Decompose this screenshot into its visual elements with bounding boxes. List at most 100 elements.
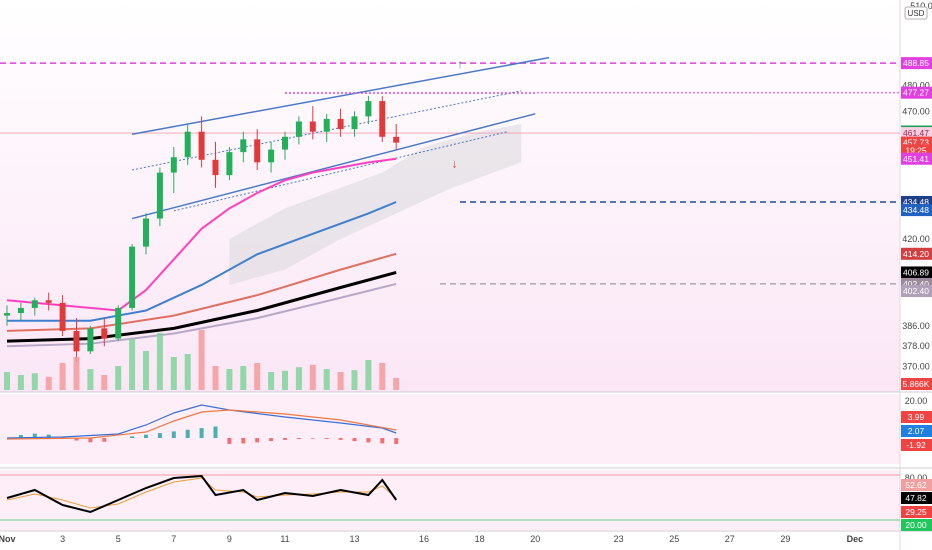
time-tick-label: 25 <box>669 534 679 544</box>
volume-bar <box>337 372 344 390</box>
candle-body <box>59 302 66 331</box>
candle-body <box>268 149 275 163</box>
candle-body <box>337 118 344 130</box>
currency-box <box>904 6 928 20</box>
volume-bar <box>309 364 316 390</box>
time-tick-label: 5 <box>116 534 121 544</box>
stoch-axis-label <box>901 479 932 491</box>
macd-histogram-bar <box>296 438 301 439</box>
time-tick-label: 11 <box>280 534 289 544</box>
volume-bar <box>17 375 24 390</box>
volume-bar <box>365 360 372 390</box>
price-axis[interactable]: 510.00USD 370.00 378.00 386.00 420.00 470.00 4… <box>901 1 932 390</box>
macd-histogram-bar <box>46 434 51 438</box>
macd-axis-label <box>901 411 932 423</box>
time-tick-label: 7 <box>171 534 176 544</box>
candle-body <box>156 172 163 219</box>
price-tick-label: 510.00 <box>910 1 932 11</box>
time-tick-label: Nov <box>0 534 16 544</box>
candle-body <box>115 307 122 339</box>
macd-axis-text: 2.07 <box>908 426 925 436</box>
volume-bar <box>198 330 205 390</box>
time-tick-label: 18 <box>475 534 485 544</box>
candle-body <box>143 218 149 247</box>
stoch-k-line <box>6 474 398 514</box>
macd-histogram-bar <box>32 433 37 438</box>
volume-bar <box>240 366 247 390</box>
candle-body <box>184 131 191 158</box>
stoch-axis-text: 20.00 <box>905 520 927 530</box>
volume-bar <box>129 339 136 390</box>
axis-price-text: 434.48 <box>903 197 929 207</box>
time-tick-label: 23 <box>614 534 624 544</box>
level-price-label <box>901 86 932 99</box>
macd-histogram-bar <box>241 438 246 444</box>
macd-histogram-bar <box>352 438 357 442</box>
main-pane-background <box>0 0 900 392</box>
macd-histogram-bar <box>310 438 315 439</box>
down-arrow-icon: ↓ <box>452 156 458 170</box>
stoch-axis-text: 47.82 <box>905 493 927 503</box>
price-tick-label: 386.00 <box>902 321 930 331</box>
candle-body <box>323 118 330 132</box>
candle-body <box>226 152 233 176</box>
volume-bar <box>115 366 122 390</box>
currency-label: USD <box>908 9 925 18</box>
volume-bar <box>212 366 219 390</box>
macd-histogram-bar <box>157 433 162 438</box>
volume-bar <box>282 370 288 390</box>
time-tick-label: 16 <box>419 534 429 544</box>
volume-bar <box>31 373 38 390</box>
macd-histogram-bar <box>130 436 135 438</box>
macd-histogram-bar <box>366 438 371 443</box>
candle-body <box>4 313 10 316</box>
volume-bar <box>143 351 149 390</box>
macd-histogram-bar <box>324 438 329 439</box>
candle-body <box>45 300 52 303</box>
candle-body <box>351 116 358 130</box>
macd-histogram-bar <box>18 435 23 438</box>
axis-price-label <box>901 127 932 140</box>
macd-histogram-bar <box>88 438 93 443</box>
macd-pane: 20.00 3.99 2.07 -1.92 <box>6 396 932 451</box>
time-tick-label: Dec <box>847 534 864 544</box>
macd-histogram-bar <box>283 438 287 440</box>
macd-histogram-bar <box>269 438 274 442</box>
volume-bar <box>351 370 358 390</box>
candle-body <box>393 136 400 143</box>
volume-bar <box>101 375 108 390</box>
volume-bar <box>45 376 52 390</box>
stoch-axis-text: 29.25 <box>905 507 927 517</box>
candle-body <box>73 330 80 352</box>
price-tick-label: 378.00 <box>902 341 930 351</box>
volume-bar <box>226 369 233 390</box>
volume-bar <box>4 372 10 390</box>
axis-price-text: 402.40 <box>903 279 929 289</box>
level-price-label <box>901 57 932 70</box>
candle-body <box>365 101 372 117</box>
candle-body <box>87 328 94 352</box>
macd-histogram-bar <box>199 428 204 438</box>
stoch-axis-label <box>901 519 932 531</box>
macd-histogram-bar <box>227 438 232 444</box>
macd-histogram-bar <box>380 438 385 444</box>
ichimoku-cloud <box>229 124 522 285</box>
candle-body <box>282 136 288 150</box>
time-tick-label: 27 <box>725 534 735 544</box>
time-axis[interactable]: Nov 3 5 7 9 11 13 16 18 20 23 25 27 29 Dec <box>0 534 863 544</box>
price-tick-label: 480.00 <box>902 81 930 91</box>
macd-histogram-bar <box>338 438 343 440</box>
axis-price-label <box>901 247 932 260</box>
macd-histogram-bar <box>255 438 260 443</box>
macd-histogram-bar <box>185 429 190 438</box>
volume-bar <box>87 369 94 390</box>
candle-body <box>170 157 177 173</box>
axis-price-label <box>901 266 932 279</box>
candle-body <box>129 246 136 308</box>
trend-channel-line <box>173 131 508 212</box>
volume-bar <box>254 363 261 390</box>
macd-axis-label <box>901 425 932 437</box>
